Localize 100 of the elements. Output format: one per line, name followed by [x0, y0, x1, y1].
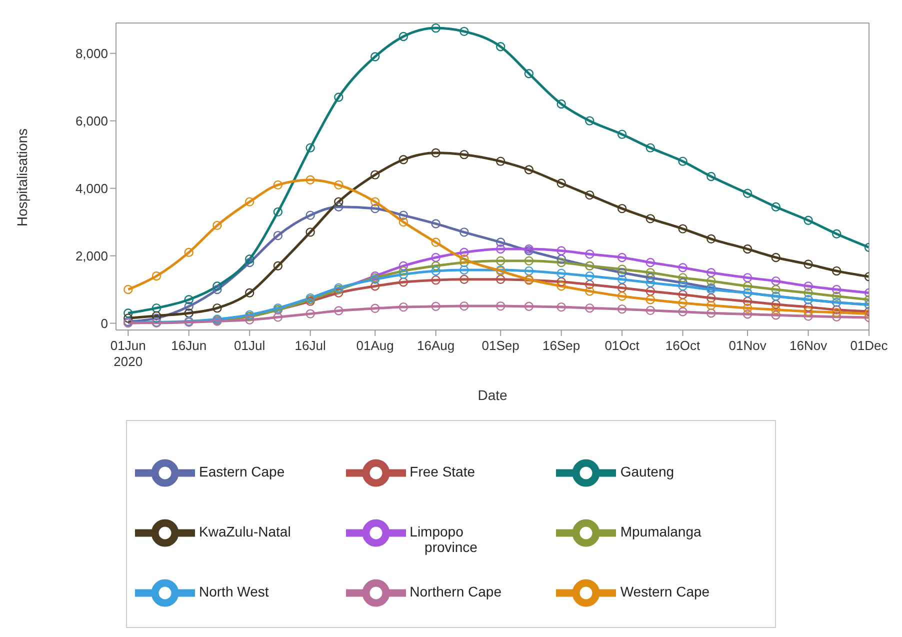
- point: [678, 224, 688, 234]
- point: [646, 143, 655, 152]
- point: [370, 304, 380, 314]
- legend-label: Gauteng: [620, 464, 674, 480]
- x-tick-label: 01Nov: [728, 338, 767, 353]
- y-tick-label: 8,000: [75, 46, 108, 61]
- point: [273, 312, 283, 322]
- point: [804, 302, 813, 312]
- x-tick-label: 16Jun: [171, 338, 207, 353]
- point: [152, 311, 162, 320]
- point: [617, 283, 627, 292]
- point: [124, 314, 133, 323]
- point: [617, 304, 627, 314]
- point: [646, 258, 655, 268]
- point: [556, 178, 566, 188]
- point: [431, 266, 440, 276]
- point: [771, 310, 780, 320]
- point: [273, 230, 283, 240]
- point: [244, 197, 254, 206]
- point: [370, 170, 380, 180]
- point: [678, 307, 688, 316]
- point: [370, 197, 380, 206]
- point: [832, 312, 842, 322]
- point: [273, 261, 283, 270]
- point: [585, 116, 594, 126]
- point: [496, 156, 506, 166]
- point: [585, 271, 594, 281]
- point: [306, 228, 315, 237]
- point: [212, 282, 222, 291]
- point: [152, 303, 162, 313]
- point: [460, 301, 469, 311]
- point: [706, 172, 716, 182]
- x-tick-label: 16Sep: [542, 338, 580, 353]
- point: [742, 310, 752, 319]
- point: [742, 282, 752, 291]
- x-tick-label: 01Oct: [604, 338, 640, 353]
- point: [524, 266, 534, 276]
- point: [334, 202, 344, 212]
- legend-label: Mpumalanga: [620, 524, 702, 540]
- point: [804, 288, 813, 298]
- point: [334, 180, 344, 190]
- point: [496, 256, 506, 266]
- point: [742, 296, 752, 306]
- point: [244, 258, 254, 268]
- point: [617, 204, 627, 214]
- point: [124, 284, 133, 294]
- point: [524, 165, 534, 174]
- point: [617, 264, 627, 274]
- point: [244, 315, 254, 324]
- legend-title: province: [424, 539, 478, 555]
- point: [334, 306, 344, 316]
- legend-label: Eastern Cape: [199, 464, 285, 480]
- point: [706, 268, 716, 278]
- point: [556, 277, 566, 286]
- point: [585, 280, 594, 290]
- point: [398, 261, 408, 270]
- point: [617, 252, 627, 262]
- point: [646, 268, 655, 278]
- legend-label: Free State: [410, 464, 476, 480]
- point: [496, 274, 506, 284]
- x-tick-label: 16Aug: [417, 338, 455, 353]
- y-tick-label: 6,000: [75, 113, 108, 128]
- point: [524, 256, 534, 266]
- point: [556, 268, 566, 278]
- point: [646, 214, 655, 224]
- point: [678, 273, 688, 282]
- point: [646, 295, 655, 304]
- point: [742, 244, 752, 254]
- point: [496, 301, 506, 311]
- point: [212, 303, 222, 313]
- point: [398, 155, 408, 164]
- point: [334, 92, 344, 102]
- point: [460, 274, 469, 284]
- point: [460, 265, 469, 275]
- point: [678, 282, 688, 291]
- point: [771, 202, 780, 212]
- point: [678, 298, 688, 308]
- point: [556, 258, 566, 268]
- x-tick-label: 16Nov: [789, 338, 828, 353]
- point: [152, 271, 162, 281]
- point: [431, 275, 440, 285]
- point: [184, 308, 194, 318]
- point: [398, 277, 408, 287]
- point: [742, 273, 752, 282]
- point: [617, 274, 627, 284]
- legend-label: KwaZulu-Natal: [199, 524, 291, 540]
- point: [556, 254, 566, 264]
- point: [431, 238, 440, 247]
- x-tick-label: 16Oct: [665, 338, 700, 353]
- x-tick-label: 01Sep: [482, 338, 520, 353]
- point: [832, 229, 842, 238]
- point: [496, 42, 506, 52]
- point: [334, 288, 344, 298]
- x-tick-label: 16Jul: [294, 338, 326, 353]
- point: [646, 286, 655, 296]
- point: [431, 219, 440, 228]
- x-tick-label: 01Aug: [356, 338, 394, 353]
- point: [742, 188, 752, 198]
- point: [124, 308, 133, 318]
- point: [370, 282, 380, 291]
